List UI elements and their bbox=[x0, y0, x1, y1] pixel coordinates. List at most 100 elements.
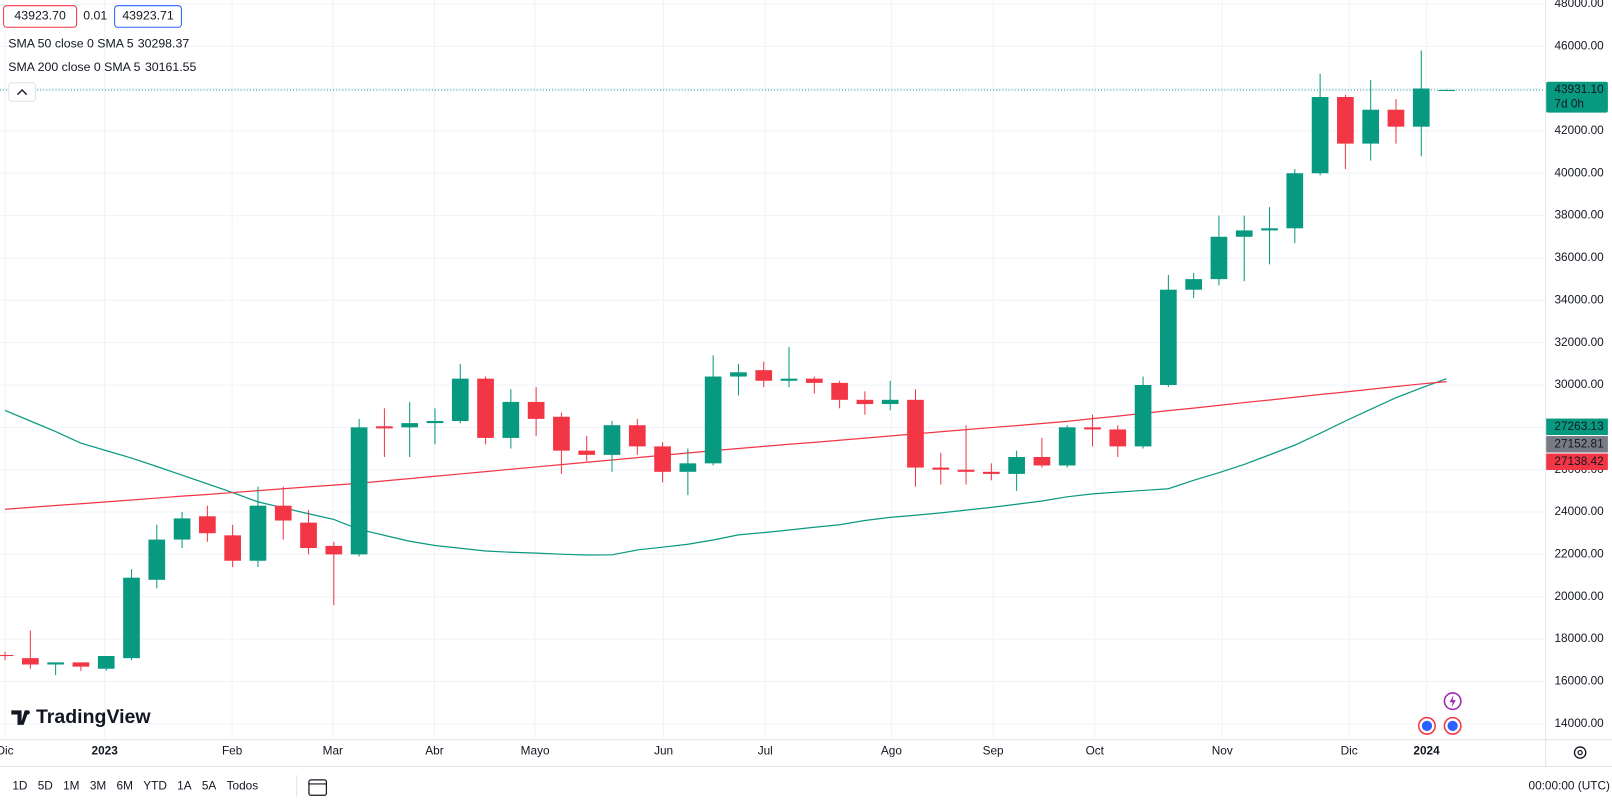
brand-logo bbox=[11, 710, 29, 725]
candle-body bbox=[1261, 228, 1278, 231]
candle-body bbox=[173, 518, 191, 540]
candle-body bbox=[502, 401, 520, 438]
timeframe-button[interactable]: 1A bbox=[177, 779, 192, 793]
candle-body bbox=[932, 467, 950, 470]
timeframe-button[interactable]: YTD bbox=[143, 779, 167, 793]
candle-body bbox=[730, 372, 747, 377]
price-label: 27138.42 bbox=[1554, 454, 1603, 468]
x-tick-label: Nov bbox=[1212, 744, 1233, 758]
candle-body bbox=[249, 505, 267, 561]
candle-body bbox=[578, 450, 596, 455]
timeframe-button[interactable]: 6M bbox=[117, 779, 133, 793]
timeframe-button[interactable]: 5A bbox=[202, 779, 217, 793]
event-icons bbox=[1417, 692, 1462, 735]
candle-body bbox=[47, 662, 64, 665]
candle-body bbox=[957, 469, 975, 472]
candle-body bbox=[1235, 230, 1253, 237]
x-tick-label: Dic bbox=[1341, 744, 1358, 758]
candle-body bbox=[148, 539, 166, 580]
x-tick-label: 2024 bbox=[1413, 744, 1440, 758]
price-label: 27152.81 bbox=[1554, 436, 1603, 450]
y-tick-label: 38000.00 bbox=[1554, 208, 1604, 222]
candle-body bbox=[553, 416, 570, 451]
ask-price: 43923.71 bbox=[122, 9, 174, 23]
event-flag bbox=[1421, 720, 1433, 731]
price-label: 27263.13 bbox=[1554, 419, 1604, 433]
x-tick-label: Mayo bbox=[521, 744, 550, 758]
legend: 43923.70 0.01 43923.71 SMA 50 close 0 SM… bbox=[3, 5, 197, 102]
x-tick-label: Abr bbox=[425, 744, 443, 758]
bid-box[interactable] bbox=[3, 5, 78, 28]
candle-body bbox=[350, 427, 368, 555]
candle-body bbox=[831, 382, 848, 400]
countdown: 7d 0h bbox=[1554, 97, 1584, 111]
sma-legend-value: 30161.55 bbox=[145, 60, 197, 74]
candle-body bbox=[376, 426, 393, 429]
candle-body bbox=[72, 662, 90, 667]
candle-body bbox=[1008, 456, 1025, 474]
candle-body bbox=[300, 522, 317, 549]
y-tick-label: 22000.00 bbox=[1554, 547, 1604, 561]
sma-legend-name: SMA 50 close 0 SMA 5 bbox=[8, 36, 134, 50]
candle-body bbox=[426, 420, 444, 424]
ask-box[interactable] bbox=[114, 5, 182, 28]
brand-name: TradingView bbox=[36, 706, 151, 728]
timeframe-button[interactable]: Todos bbox=[227, 779, 259, 793]
candle-body bbox=[907, 399, 924, 468]
y-tick-label: 14000.00 bbox=[1554, 716, 1604, 730]
candle-body bbox=[1412, 88, 1430, 127]
candle-body bbox=[755, 370, 773, 381]
candle-body bbox=[856, 399, 874, 405]
candle-body bbox=[1286, 173, 1304, 229]
sma-legend-name: SMA 200 close 0 SMA 5 bbox=[8, 60, 140, 74]
settings-icon[interactable] bbox=[1573, 746, 1587, 759]
candle-body bbox=[527, 401, 545, 419]
sma-legend-value: 30298.37 bbox=[138, 36, 190, 50]
last-price-label: 43931.10 bbox=[1554, 82, 1604, 96]
candle-body bbox=[199, 516, 216, 534]
y-tick-label: 42000.00 bbox=[1554, 123, 1604, 137]
y-tick-label: 20000.00 bbox=[1554, 589, 1604, 603]
y-tick-label: 40000.00 bbox=[1554, 165, 1604, 179]
date-range-icon[interactable] bbox=[308, 779, 328, 796]
collapse-button[interactable] bbox=[8, 82, 36, 102]
settings-icon-center bbox=[1577, 749, 1583, 756]
timeframe-button[interactable]: 5D bbox=[38, 779, 53, 793]
candle-body bbox=[628, 425, 646, 447]
candle-body bbox=[654, 446, 671, 472]
spread: 0.01 bbox=[83, 9, 107, 23]
candle-body bbox=[1134, 384, 1152, 447]
x-tick-label: Ago bbox=[881, 744, 902, 758]
candle-body bbox=[805, 378, 823, 383]
timeframe-button[interactable]: 3M bbox=[90, 779, 106, 793]
candle-body bbox=[704, 376, 722, 464]
x-tick-label: 2023 bbox=[92, 744, 119, 758]
last-price-box bbox=[1546, 81, 1608, 113]
y-tick-label: 48000.00 bbox=[1554, 0, 1604, 10]
candle-body bbox=[1160, 289, 1177, 385]
x-tick-label: Jun bbox=[654, 744, 673, 758]
candle-body bbox=[325, 545, 343, 555]
clock[interactable]: 00:00:00 (UTC) bbox=[1529, 779, 1610, 793]
candle-body bbox=[1185, 279, 1203, 290]
collapse-icon bbox=[17, 89, 28, 96]
event-icon-bolt bbox=[1449, 695, 1456, 708]
timeframe-button[interactable]: 1M bbox=[63, 779, 79, 793]
candle-body bbox=[1311, 97, 1329, 174]
timeframe-button[interactable]: 1D bbox=[12, 779, 27, 793]
candle-body bbox=[603, 425, 621, 455]
y-tick-label: 34000.00 bbox=[1554, 292, 1604, 306]
price-label-box bbox=[1546, 453, 1608, 470]
y-tick-label: 36000.00 bbox=[1554, 250, 1604, 264]
candle-body bbox=[679, 463, 697, 472]
candle-body bbox=[451, 378, 469, 421]
candle-body bbox=[1109, 429, 1127, 447]
brand: TradingView bbox=[11, 706, 151, 728]
candle-body bbox=[1210, 236, 1228, 280]
axes: 14000.00 16000.00 18000.00 20000.00 22000.00… bbox=[0, 0, 1612, 767]
sma-line bbox=[4, 378, 1447, 556]
price-label-box bbox=[1546, 436, 1608, 453]
y-tick-label: 32000.00 bbox=[1554, 335, 1604, 349]
